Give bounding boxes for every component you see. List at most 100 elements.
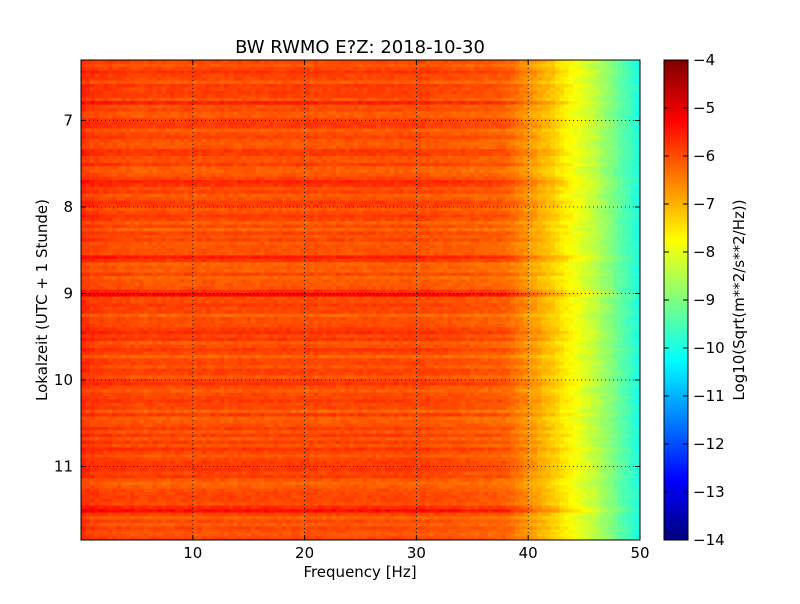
- heatmap-cell: [318, 169, 324, 174]
- heatmap-cell: [559, 159, 565, 164]
- heatmap-cell: [447, 135, 453, 140]
- heatmap-cell: [613, 121, 619, 126]
- heatmap-cell: [555, 60, 561, 65]
- heatmap-cell: [461, 108, 467, 113]
- heatmap-cell: [210, 97, 216, 102]
- heatmap-cell: [541, 142, 547, 147]
- heatmap-cell: [286, 152, 292, 157]
- heatmap-cell: [85, 142, 91, 147]
- heatmap-cell: [210, 145, 216, 150]
- heatmap-cell: [192, 111, 198, 116]
- heatmap-cell: [121, 104, 127, 109]
- heatmap-cell: [89, 60, 96, 65]
- heatmap-cell: [349, 87, 355, 92]
- heatmap-cell: [165, 97, 172, 102]
- heatmap-cell: [264, 135, 270, 140]
- heatmap-cell: [192, 104, 198, 109]
- heatmap-cell: [197, 149, 203, 154]
- heatmap-cell: [349, 104, 355, 109]
- heatmap-cell: [143, 142, 149, 147]
- heatmap-cell: [291, 63, 297, 68]
- heatmap-cell: [250, 190, 257, 195]
- heatmap-cell: [443, 87, 449, 92]
- heatmap-cell: [340, 132, 346, 137]
- heatmap-cell: [505, 176, 511, 181]
- heatmap-cell: [309, 193, 315, 198]
- heatmap-cell: [514, 138, 520, 143]
- heatmap-cell: [112, 190, 118, 195]
- heatmap-cell: [514, 94, 520, 99]
- heatmap-cell: [219, 87, 225, 92]
- heatmap-cell: [268, 132, 274, 137]
- heatmap-cell: [380, 135, 386, 140]
- heatmap-cell: [174, 80, 180, 85]
- heatmap-cell: [465, 125, 471, 130]
- heatmap-cell: [286, 97, 292, 102]
- heatmap-cell: [581, 66, 587, 71]
- heatmap-cell: [622, 111, 628, 116]
- heatmap-cell: [224, 60, 230, 65]
- heatmap-cell: [635, 142, 640, 147]
- heatmap-cell: [349, 111, 355, 116]
- heatmap-cell: [291, 162, 297, 167]
- heatmap-cell: [331, 145, 337, 150]
- heatmap-cell: [626, 190, 632, 195]
- heatmap-cell: [608, 87, 614, 92]
- heatmap-cell: [577, 183, 583, 188]
- heatmap-cell: [103, 125, 109, 130]
- heatmap-cell: [425, 183, 431, 188]
- heatmap-cell: [631, 84, 637, 89]
- heatmap-cell: [103, 66, 109, 71]
- heatmap-cell: [402, 132, 409, 137]
- heatmap-cell: [85, 121, 91, 126]
- heatmap-cell: [599, 80, 605, 85]
- heatmap-cell: [461, 77, 467, 82]
- heatmap-cell: [94, 183, 100, 188]
- heatmap-cell: [318, 63, 324, 68]
- heatmap-cell: [622, 90, 628, 95]
- heatmap-cell: [389, 101, 395, 106]
- heatmap-cell: [559, 183, 565, 188]
- heatmap-cell: [572, 125, 578, 130]
- heatmap-cell: [505, 114, 511, 119]
- heatmap-cell: [157, 66, 163, 71]
- heatmap-cell: [595, 132, 601, 137]
- heatmap-cell: [353, 104, 359, 109]
- heatmap-cell: [233, 90, 239, 95]
- heatmap-cell: [389, 128, 395, 133]
- heatmap-cell: [215, 186, 221, 191]
- heatmap-cell: [402, 101, 409, 106]
- heatmap-cell: [349, 190, 355, 195]
- heatmap-cell: [550, 169, 556, 174]
- heatmap-cell: [389, 132, 395, 137]
- heatmap-cell: [318, 87, 324, 92]
- heatmap-cell: [394, 90, 400, 95]
- heatmap-cell: [161, 118, 167, 123]
- heatmap-cell: [282, 77, 288, 82]
- heatmap-cell: [443, 149, 449, 154]
- heatmap-cell: [479, 87, 485, 92]
- heatmap-cell: [367, 108, 373, 113]
- heatmap-cell: [121, 186, 127, 191]
- heatmap-cell: [402, 94, 409, 99]
- heatmap-cell: [322, 73, 328, 78]
- heatmap-cell: [398, 125, 404, 130]
- heatmap-cell: [197, 138, 203, 143]
- heatmap-cell: [398, 138, 404, 143]
- heatmap-cell: [331, 138, 337, 143]
- heatmap-cell: [304, 108, 310, 113]
- heatmap-cell: [402, 60, 409, 65]
- heatmap-cell: [474, 162, 480, 167]
- heatmap-cell: [344, 97, 350, 102]
- heatmap-cell: [295, 114, 301, 119]
- heatmap-cell: [599, 70, 605, 75]
- heatmap-cell: [331, 128, 337, 133]
- heatmap-cell: [398, 183, 404, 188]
- heatmap-cell: [411, 108, 417, 113]
- heatmap-cell: [492, 121, 498, 126]
- heatmap-cell: [139, 183, 145, 188]
- heatmap-cell: [246, 94, 252, 99]
- heatmap-cell: [107, 121, 113, 126]
- heatmap-cell: [586, 145, 592, 150]
- heatmap-cell: [331, 152, 337, 157]
